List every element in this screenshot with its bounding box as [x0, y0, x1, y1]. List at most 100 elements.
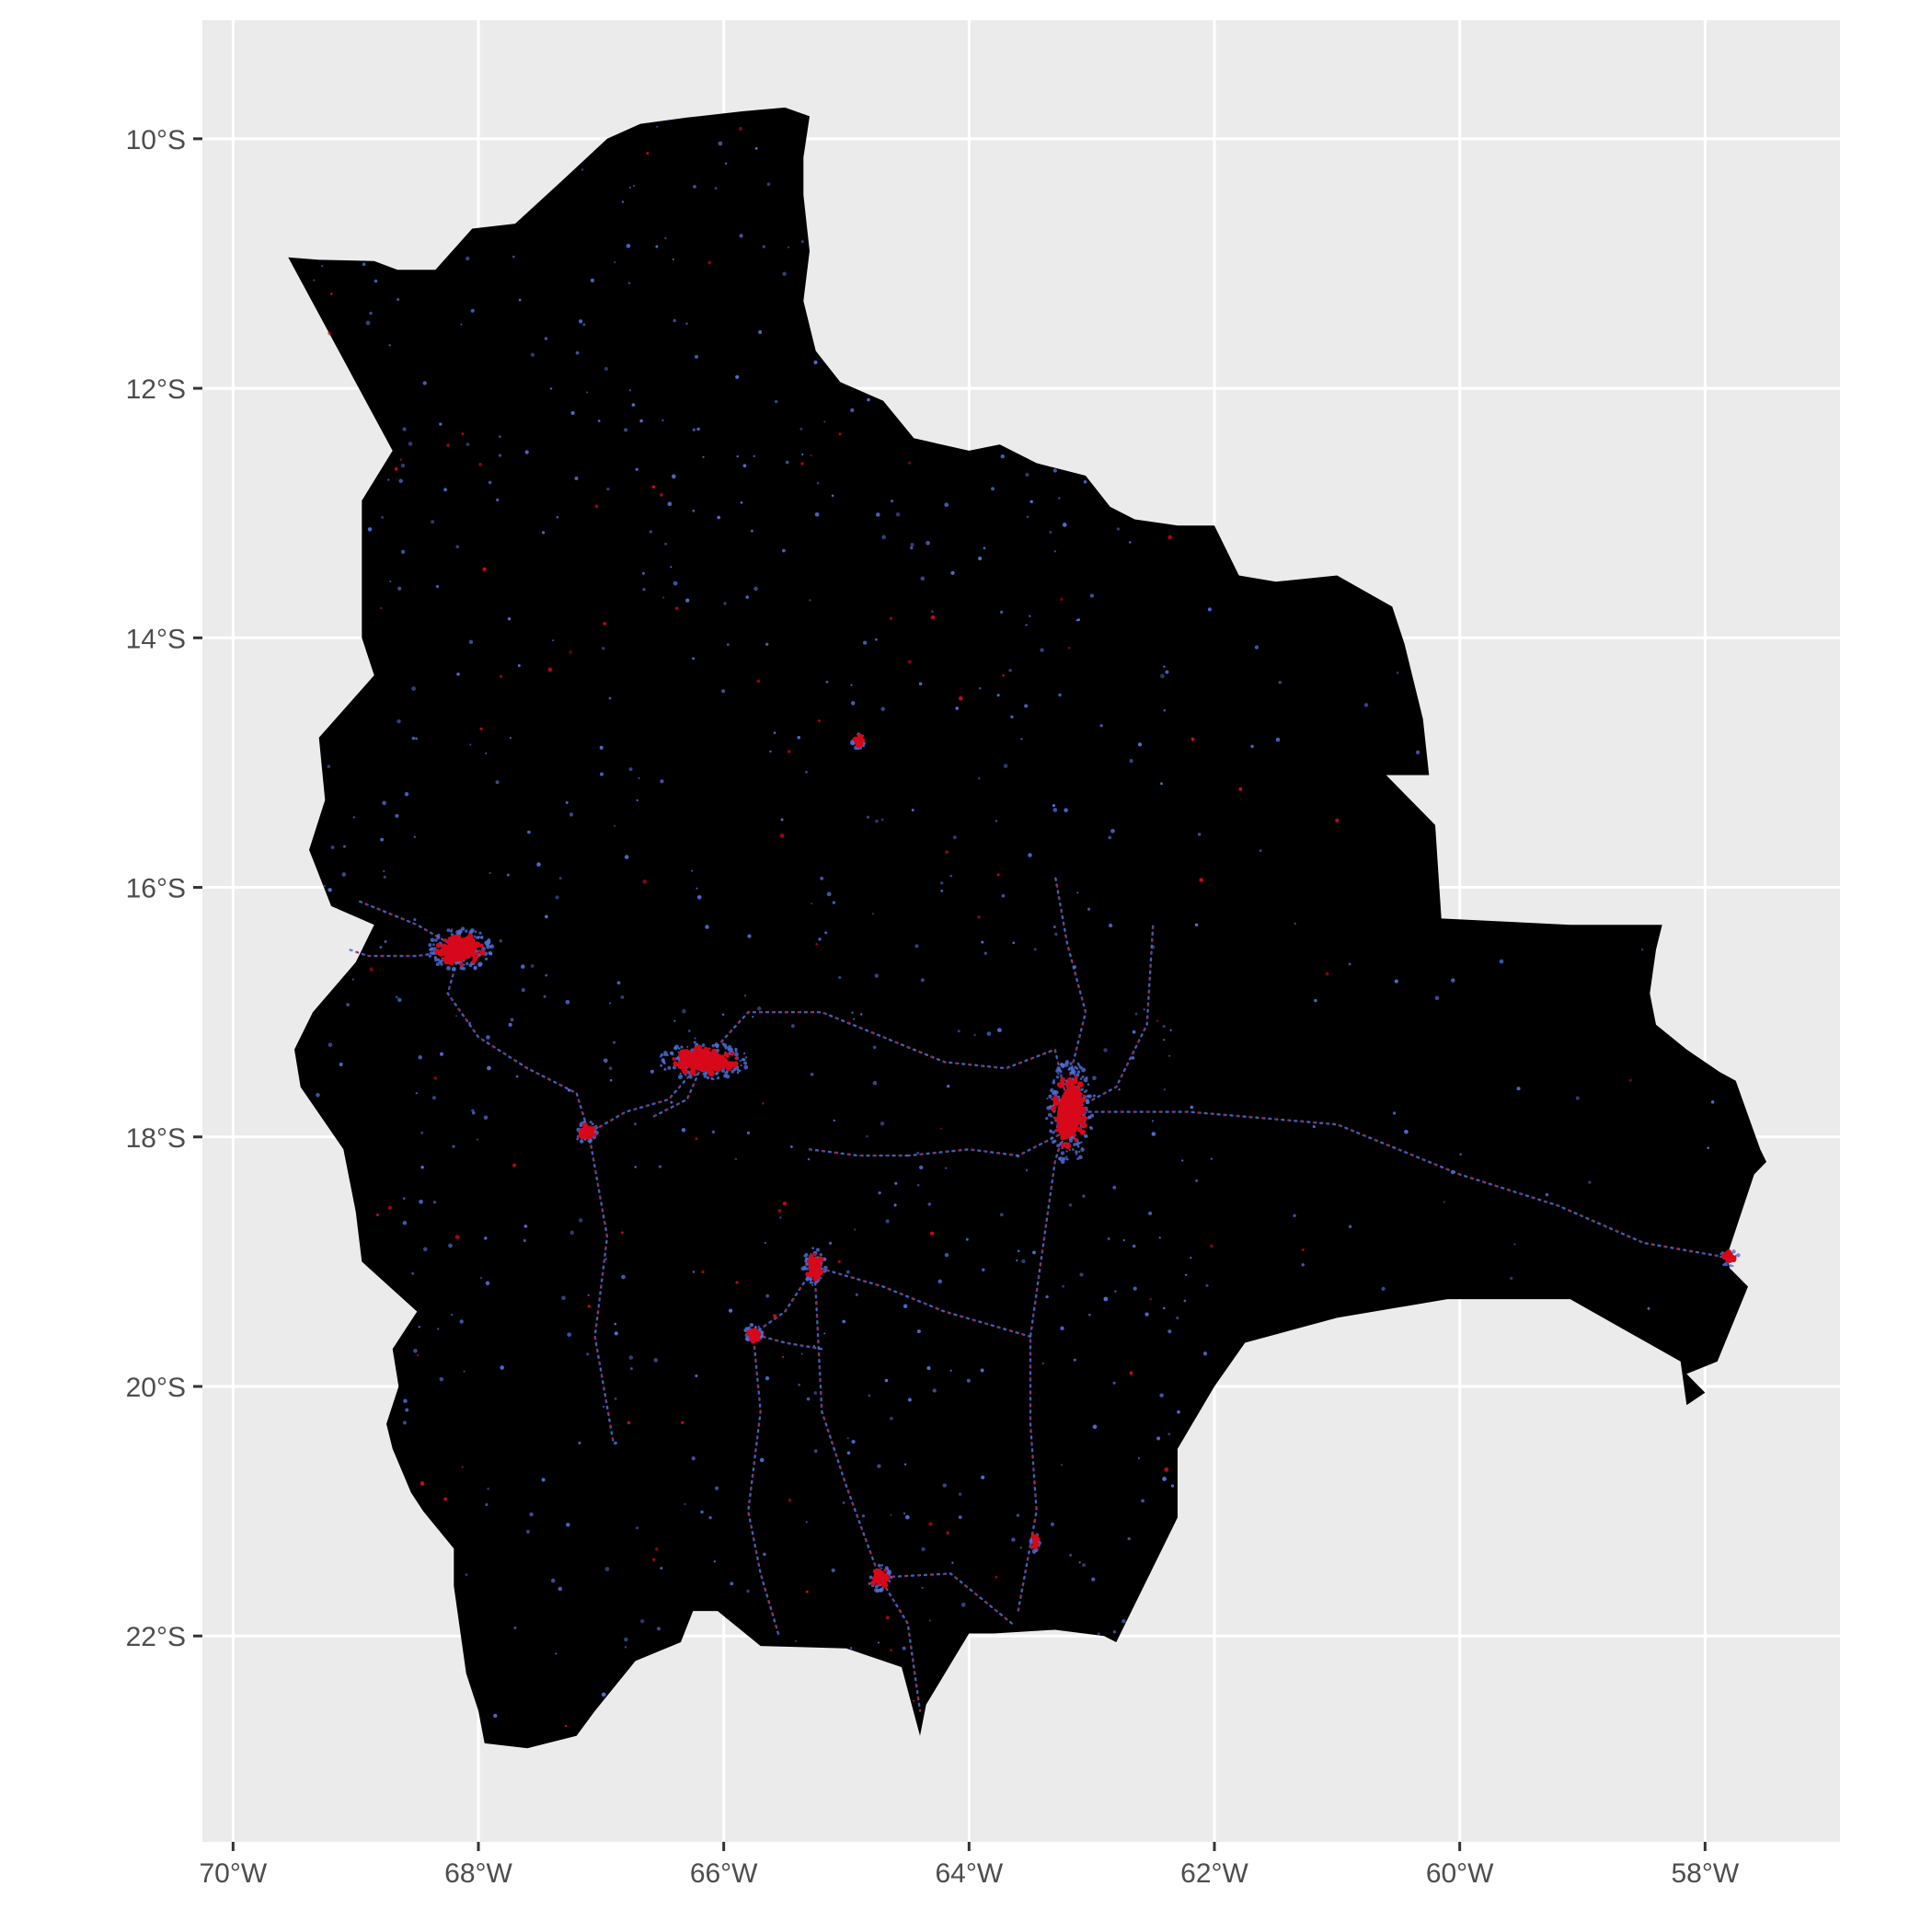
light-dot: [506, 873, 510, 877]
light-dot: [800, 240, 804, 244]
light-dot: [1073, 965, 1076, 969]
light-dot: [547, 667, 553, 673]
city-core-dot: [690, 1052, 694, 1055]
light-dot: [850, 408, 855, 413]
city-core-dot: [878, 1581, 881, 1585]
light-dot: [529, 1512, 534, 1517]
city-halo-dot: [743, 1064, 749, 1070]
light-dot: [1293, 1213, 1296, 1218]
light-dot: [397, 719, 401, 724]
light-dot: [782, 548, 786, 553]
lon-tick-label: 58°W: [1671, 1858, 1739, 1889]
light-dot: [1099, 724, 1103, 728]
light-dot: [1060, 1326, 1064, 1330]
light-dot: [608, 696, 612, 700]
light-dot: [1045, 1294, 1049, 1299]
city-halo-dot: [478, 931, 482, 935]
light-dot: [569, 812, 574, 817]
light-dot: [549, 387, 553, 390]
light-dot: [957, 1029, 960, 1033]
light-dot: [1163, 708, 1166, 712]
light-dot: [402, 427, 407, 431]
city-halo-dot: [889, 1575, 893, 1580]
light-dot: [405, 1408, 409, 1412]
light-dot: [662, 596, 665, 599]
city-halo-dot: [757, 1325, 760, 1328]
light-dot: [387, 478, 390, 481]
light-dot: [582, 323, 586, 327]
light-dot: [527, 830, 531, 834]
city-core-dot: [732, 1063, 738, 1068]
city-light: [743, 1322, 765, 1344]
light-dot: [818, 937, 822, 941]
light-dot: [902, 1646, 906, 1650]
light-dot: [656, 125, 659, 128]
light-dot: [1190, 1256, 1192, 1259]
city-core-dot: [720, 1054, 725, 1059]
city-halo-dot: [1031, 1548, 1037, 1554]
light-dot: [916, 1183, 920, 1187]
city-halo-dot: [484, 957, 489, 961]
city-halo-dot: [1075, 1073, 1080, 1077]
city-core-dot: [715, 1065, 721, 1073]
light-dot: [885, 1616, 890, 1620]
light-dot: [1254, 645, 1259, 650]
city-halo-dot: [1075, 1150, 1078, 1154]
city-halo-dot: [1087, 1116, 1090, 1120]
light-dot: [765, 642, 769, 646]
light-dot: [479, 727, 483, 730]
light-dot: [1195, 1179, 1199, 1182]
light-dot: [1181, 1159, 1184, 1162]
light-dot: [949, 1369, 952, 1372]
light-dot: [932, 1388, 937, 1393]
light-dot: [952, 835, 957, 840]
city-halo-dot: [809, 1281, 813, 1284]
light-dot: [997, 1028, 1002, 1033]
light-dot: [587, 1305, 591, 1308]
light-dot: [1129, 1371, 1133, 1375]
light-dot: [871, 913, 875, 915]
light-dot: [316, 1093, 320, 1098]
light-dot: [966, 1378, 971, 1383]
light-dot: [721, 1013, 725, 1017]
city-core-dot: [458, 943, 465, 949]
light-dot: [696, 427, 700, 431]
light-dot: [1394, 979, 1398, 983]
city-core-dot: [1077, 1081, 1084, 1087]
light-dot: [512, 1163, 517, 1167]
light-dot: [402, 1221, 408, 1225]
light-dot: [1008, 668, 1012, 673]
city-halo-dot: [684, 1073, 687, 1076]
city-core-dot: [725, 1064, 732, 1072]
light-dot: [695, 1137, 698, 1140]
light-dot: [696, 894, 702, 900]
city-core-dot: [1054, 1128, 1060, 1133]
light-dot: [717, 515, 721, 520]
light-dot: [446, 443, 450, 447]
light-dot: [735, 374, 740, 379]
city-core-dot: [1077, 1116, 1083, 1121]
light-dot: [587, 1294, 590, 1296]
road-light-line: [813, 1265, 881, 1579]
light-dot: [852, 1018, 856, 1020]
light-dot: [543, 995, 546, 998]
light-dot: [1207, 607, 1212, 612]
light-dot: [939, 880, 944, 885]
light-dot: [691, 869, 694, 872]
light-dot: [394, 466, 398, 471]
city-halo-dot: [477, 961, 483, 967]
light-dot: [838, 976, 842, 980]
light-dot: [586, 391, 589, 394]
light-dot: [1012, 941, 1016, 945]
city-halo-dot: [673, 1046, 678, 1051]
city-halo-dot: [1080, 1087, 1084, 1091]
city-halo-dot: [1047, 1112, 1052, 1117]
light-dot: [395, 813, 399, 818]
city-halo-dot: [1050, 1136, 1053, 1140]
city-halo-dot: [596, 1126, 599, 1129]
light-dot: [759, 1457, 765, 1463]
light-dot: [707, 260, 712, 265]
city-halo-dot: [489, 944, 495, 949]
city-halo-dot: [704, 1071, 707, 1075]
light-dot: [810, 1072, 814, 1076]
